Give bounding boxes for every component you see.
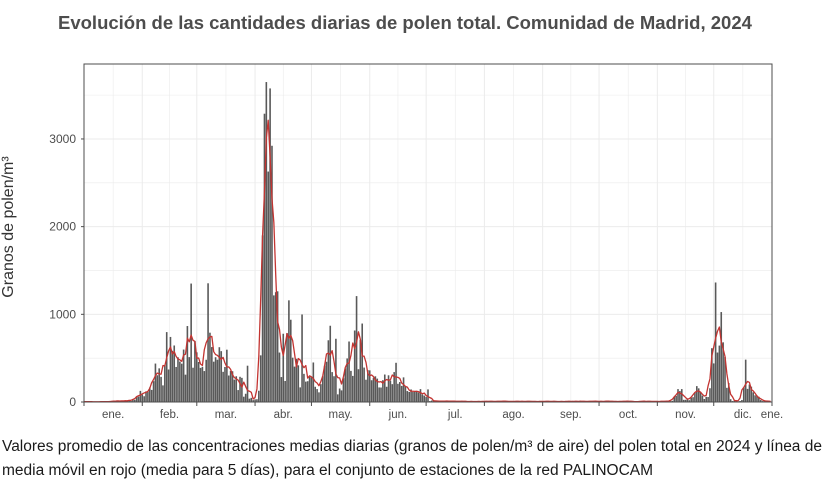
svg-text:ene.: ene.	[761, 409, 783, 421]
svg-text:1000: 1000	[49, 307, 76, 321]
svg-text:abr.: abr.	[274, 409, 293, 421]
svg-text:dic.: dic.	[734, 409, 752, 421]
svg-text:3000: 3000	[49, 132, 76, 146]
svg-text:oct.: oct.	[619, 409, 638, 421]
svg-text:sep.: sep.	[560, 409, 582, 421]
svg-text:jun.: jun.	[388, 409, 408, 421]
svg-text:2000: 2000	[49, 220, 76, 234]
svg-text:jul.: jul.	[447, 409, 463, 421]
svg-text:0: 0	[69, 395, 76, 409]
svg-text:feb.: feb.	[160, 409, 179, 421]
svg-text:may.: may.	[329, 409, 353, 421]
svg-text:mar.: mar.	[215, 409, 237, 421]
svg-text:ago.: ago.	[502, 409, 524, 421]
svg-text:ene.: ene.	[102, 409, 124, 421]
svg-text:nov.: nov.	[675, 409, 696, 421]
